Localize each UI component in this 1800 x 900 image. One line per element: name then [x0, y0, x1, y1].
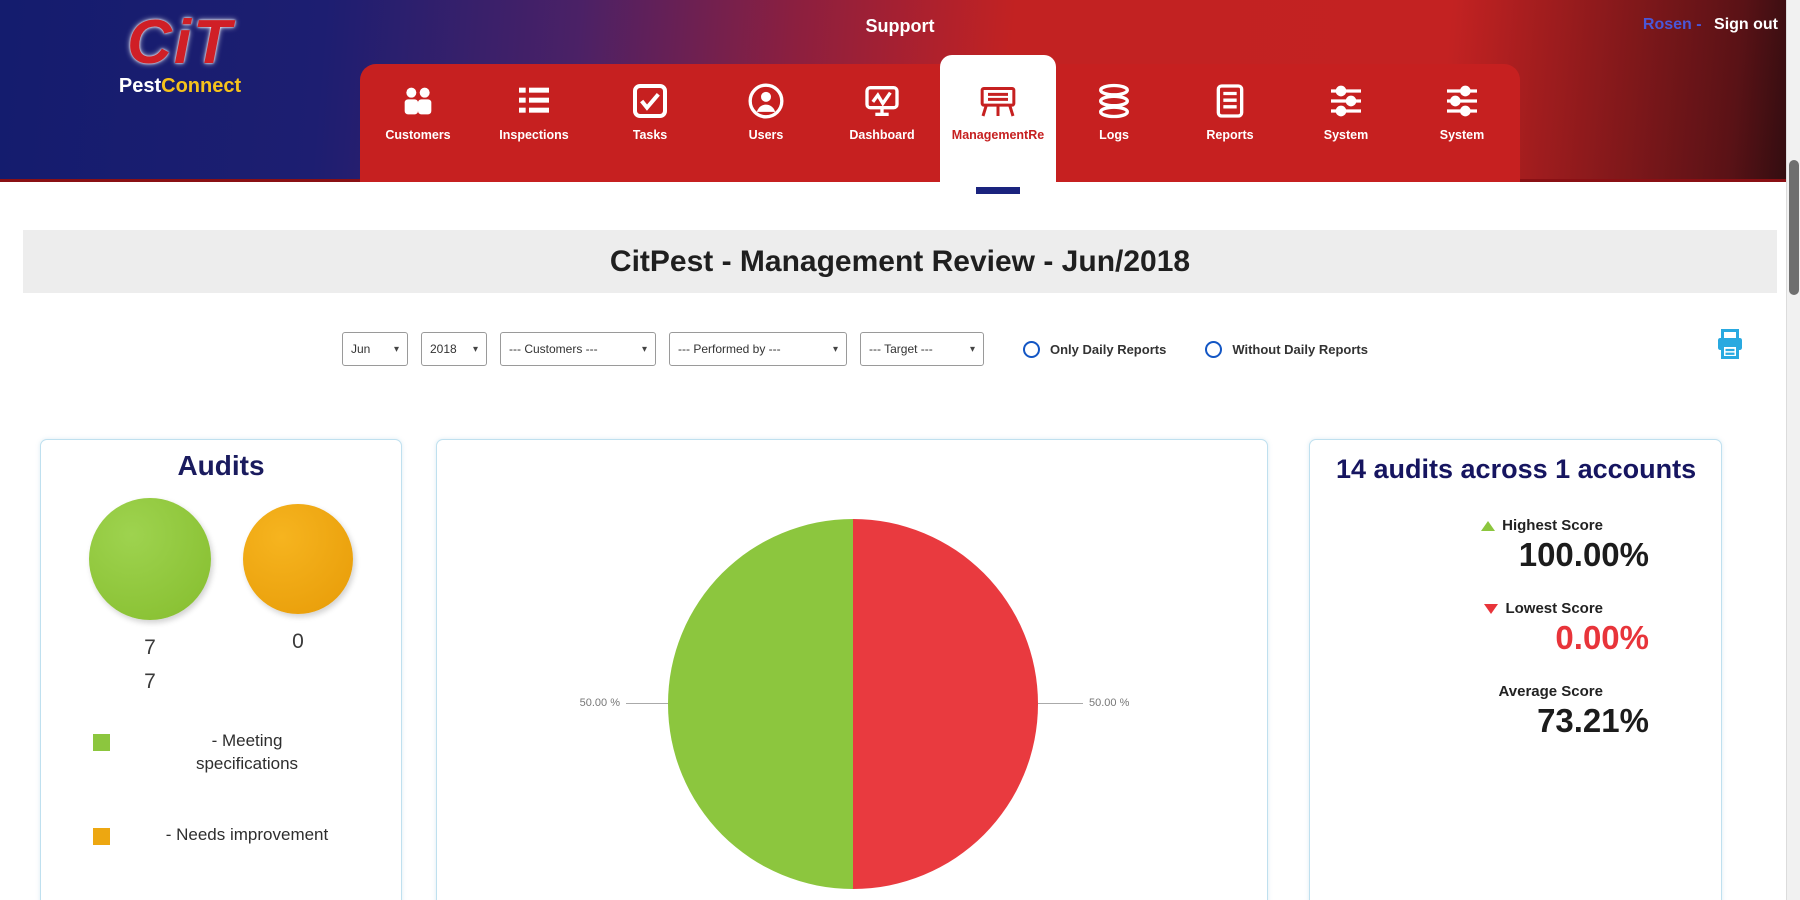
year-select[interactable]: 2018 ▾: [421, 332, 487, 366]
chevron-down-icon: ▾: [969, 343, 975, 355]
tab-customers[interactable]: Customers: [360, 64, 476, 182]
audit-summary-card: 14 audits across 1 accounts Highest Scor…: [1309, 439, 1722, 900]
tab-reports[interactable]: Reports: [1172, 64, 1288, 182]
tab-dashboard[interactable]: Dashboard: [824, 64, 940, 182]
audits-bubbles: 7 7 0: [41, 498, 401, 694]
pie-slice-label-right: 50.00 %: [1089, 697, 1130, 709]
tab-label: Reports: [1206, 128, 1254, 142]
tab-system-1[interactable]: System: [1288, 64, 1404, 182]
reports-icon: [1209, 80, 1251, 122]
lowest-score-group: Lowest Score 0.00%: [1484, 600, 1649, 657]
logs-icon: [1093, 80, 1135, 122]
chevron-down-icon: ▾: [641, 343, 647, 355]
customers-icon: [397, 80, 439, 122]
system-icon: [1441, 80, 1483, 122]
dashboard-icon: [861, 80, 903, 122]
target-select[interactable]: --- Target --- ▾: [860, 332, 984, 366]
customers-select[interactable]: --- Customers --- ▾: [500, 332, 656, 366]
tab-label: Inspections: [499, 128, 569, 142]
title-bar: CitPest - Management Review - Jun/2018: [23, 230, 1777, 293]
performed-by-select[interactable]: --- Performed by --- ▾: [669, 332, 847, 366]
green-swatch-icon: [93, 734, 110, 751]
improvement-count: 0: [292, 630, 304, 653]
tab-label: System: [1439, 128, 1485, 142]
chevron-down-icon: ▾: [393, 343, 399, 355]
page-title: CitPest - Management Review - Jun/2018: [609, 244, 1191, 278]
tab-label: Tasks: [632, 128, 668, 142]
pie-leader-line: [626, 703, 668, 704]
legend-item-meeting: - Meeting specifications: [93, 730, 401, 776]
scrollbar-thumb[interactable]: [1789, 160, 1799, 295]
tab-management-review[interactable]: ManagementRe: [940, 55, 1056, 182]
audits-card-title: Audits: [177, 450, 265, 481]
triangle-down-icon: [1484, 603, 1499, 614]
month-select[interactable]: Jun ▾: [342, 332, 408, 366]
audits-card: Audits 7 7 0 - Meeting specifications - …: [40, 439, 402, 900]
triangle-up-icon: [1481, 520, 1496, 531]
average-score-value: 73.21%: [1537, 702, 1649, 739]
only-daily-reports-radio[interactable]: Only Daily Reports: [1023, 340, 1166, 358]
meeting-count: 7: [144, 636, 156, 659]
tab-label: Dashboard: [849, 128, 915, 142]
radio-icon: [1023, 340, 1040, 358]
tab-tasks[interactable]: Tasks: [592, 64, 708, 182]
system-icon: [1325, 80, 1367, 122]
lowest-score-label: Lowest Score: [1505, 600, 1603, 617]
average-score-label: Average Score: [1498, 683, 1603, 700]
meeting-specs-bubble[interactable]: [89, 498, 211, 620]
improvement-bubble-column: 0: [243, 498, 353, 694]
tab-label: Logs: [1099, 128, 1129, 142]
meeting-bubble-column: 7 7: [89, 498, 211, 694]
score-distribution-card: 50.00 % 50.00 %: [436, 439, 1268, 900]
audits-legend: - Meeting specifications - Needs improve…: [41, 730, 401, 847]
lowest-score-value: 0.00%: [1555, 619, 1649, 656]
highest-score-group: Highest Score 100.00%: [1481, 517, 1649, 574]
tab-label: Users: [748, 128, 784, 142]
management-review-icon: [977, 80, 1019, 122]
without-daily-reports-radio[interactable]: Without Daily Reports: [1205, 340, 1368, 358]
meeting-total: 7: [144, 670, 156, 693]
user-name-link[interactable]: Rosen -: [1642, 16, 1702, 33]
header: Support Rosen - Sign out CiT PestConnect…: [0, 0, 1800, 182]
tab-label: System: [1323, 128, 1369, 142]
highest-score-label: Highest Score: [1502, 517, 1603, 534]
tab-system-2[interactable]: System: [1404, 64, 1520, 182]
chevron-down-icon: ▾: [472, 343, 478, 355]
tasks-icon: [629, 80, 671, 122]
average-score-group: Average Score 73.21%: [1491, 683, 1649, 740]
filter-row: Jun ▾ 2018 ▾ --- Customers --- ▾ --- Per…: [342, 330, 1368, 368]
user-area: Rosen - Sign out: [1643, 16, 1778, 34]
printer-icon: [1718, 329, 1742, 359]
logo-text: CiT: [127, 8, 233, 77]
needs-improvement-bubble[interactable]: [243, 504, 353, 614]
chevron-down-icon: ▾: [832, 343, 838, 355]
inspections-icon: [513, 80, 555, 122]
app-logo[interactable]: CiT PestConnect: [95, 8, 265, 98]
scrollbar[interactable]: [1786, 0, 1800, 900]
logo-subtext: PestConnect: [118, 74, 242, 97]
legend-item-improvement: - Needs improvement: [93, 824, 401, 847]
sign-out-button[interactable]: Sign out: [1714, 16, 1778, 33]
pie-leader-line: [1038, 703, 1083, 704]
highest-score-value: 100.00%: [1518, 536, 1649, 573]
active-tab-indicator: [976, 187, 1020, 194]
tab-label: Customers: [385, 128, 451, 142]
score-block: Highest Score 100.00% Lowest Score 0.00%…: [1336, 517, 1721, 766]
print-button[interactable]: [1712, 326, 1748, 362]
summary-title: 14 audits across 1 accounts: [1336, 454, 1697, 484]
tab-users[interactable]: Users: [708, 64, 824, 182]
support-link[interactable]: Support: [865, 16, 935, 36]
pie-chart: 50.00 % 50.00 %: [437, 440, 1267, 900]
tab-logs[interactable]: Logs: [1056, 64, 1172, 182]
pie-slice-label-left: 50.00 %: [579, 697, 620, 709]
tab-label: ManagementRe: [951, 128, 1045, 142]
users-icon: [745, 80, 787, 122]
orange-swatch-icon: [93, 827, 110, 845]
radio-icon: [1205, 340, 1223, 358]
pie-graphic[interactable]: [668, 519, 1038, 889]
tab-inspections[interactable]: Inspections: [476, 64, 592, 182]
main-nav: Customers Inspections Tasks Users: [360, 55, 1520, 182]
